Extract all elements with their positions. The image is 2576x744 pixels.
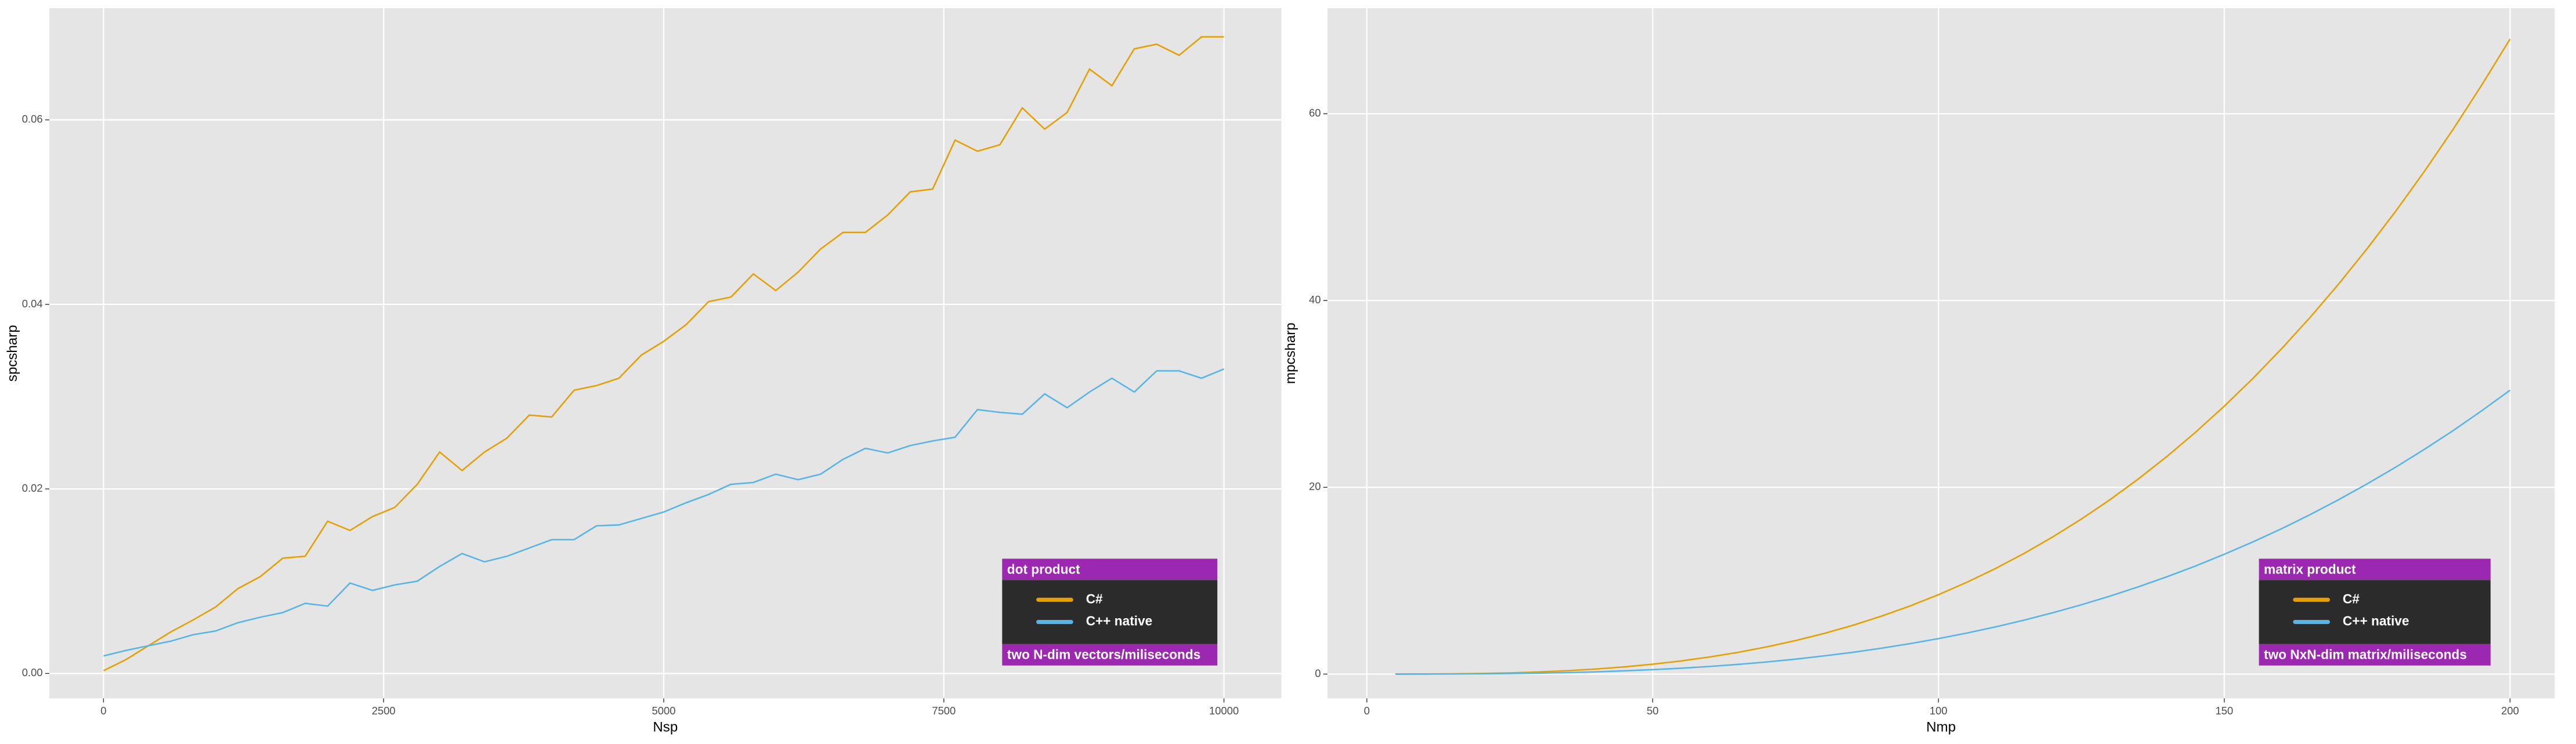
series-line	[103, 36, 1224, 672]
y-tick-label: 0.02	[22, 482, 43, 494]
x-tick-label: 150	[2215, 705, 2233, 717]
legend-title: dot product	[1007, 561, 1080, 576]
y-axis-label: mpcsharp	[1283, 322, 1298, 384]
y-tick-label: 0	[1315, 667, 1320, 679]
x-tick-label: 100	[1930, 705, 1948, 717]
series-line	[1395, 389, 2511, 675]
y-axis-label: spcsharp	[5, 325, 20, 382]
x-tick-label: 200	[2501, 705, 2519, 717]
legend-note-bar	[2259, 644, 2491, 666]
series-line	[103, 368, 1225, 657]
x-tick-label: 10000	[1209, 705, 1239, 717]
y-tick-label: 0.00	[22, 666, 43, 678]
legend-label: C#	[2343, 591, 2360, 606]
y-tick-label: 0.06	[22, 113, 43, 125]
x-tick-label: 0	[1364, 705, 1370, 717]
y-tick-label: 20	[1309, 480, 1320, 492]
x-tick-label: 5000	[652, 705, 676, 717]
x-tick-label: 7500	[932, 705, 956, 717]
y-tick-label: 60	[1309, 107, 1320, 119]
x-tick-label: 2500	[372, 705, 396, 717]
x-tick-label: 50	[1647, 705, 1658, 717]
series-line	[1395, 38, 2511, 675]
y-tick-label: 0.04	[22, 297, 43, 310]
legend-note-bar	[1002, 644, 1218, 666]
y-tick-label: 40	[1309, 293, 1320, 306]
x-axis-label: Nsp	[653, 720, 678, 735]
legend-label: C++ native	[2343, 614, 2409, 629]
legend-label: C#	[1086, 591, 1103, 606]
legend-title: matrix product	[2264, 561, 2356, 576]
legend-title-bar	[1002, 558, 1218, 580]
legend-label: C++ native	[1086, 614, 1153, 629]
legend-body	[1002, 580, 1218, 644]
x-tick-label: 0	[100, 705, 106, 717]
legend-note: two N-dim vectors/miliseconds	[1007, 647, 1201, 662]
legend-body	[2259, 580, 2491, 644]
x-axis-label: Nmp	[1926, 720, 1956, 735]
legend-note: two NxN-dim matrix/miliseconds	[2264, 647, 2467, 662]
legend-title-bar	[2259, 558, 2491, 580]
